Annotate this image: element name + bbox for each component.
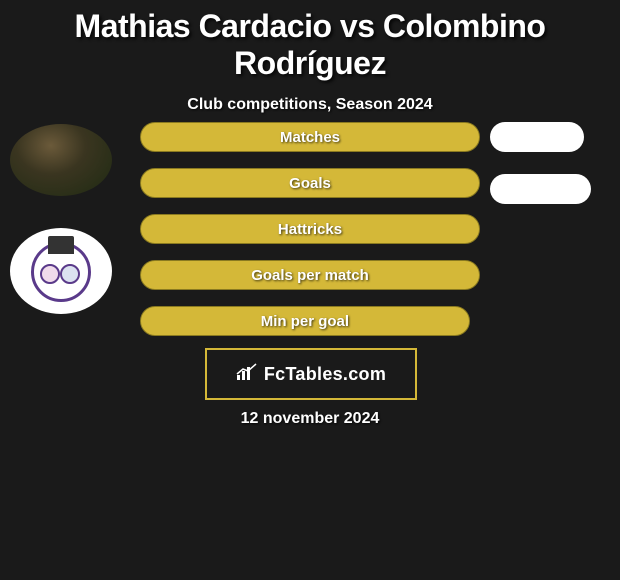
brand-text: FcTables.com xyxy=(264,364,386,385)
stat-bar-label: Goals xyxy=(289,175,331,192)
comparison-pill xyxy=(490,174,591,204)
stat-bar-fill: Hattricks xyxy=(140,214,480,244)
stat-bar-label: Goals per match xyxy=(251,267,369,284)
subtitle: Club competitions, Season 2024 xyxy=(0,96,620,114)
stat-bar: 26Matches xyxy=(140,122,480,152)
brand-chart-icon xyxy=(236,363,258,386)
avatars-col xyxy=(10,124,120,346)
stat-bar: 0Hattricks xyxy=(140,214,480,244)
stat-bar: Goals per match xyxy=(140,260,480,290)
page-title: Mathias Cardacio vs Colombino Rodríguez xyxy=(0,0,620,82)
club-avatar xyxy=(10,228,112,314)
stat-bar-label: Hattricks xyxy=(278,221,342,238)
brand-box: FcTables.com xyxy=(205,348,417,400)
stat-bar-fill: Goals per match xyxy=(140,260,480,290)
stat-bar-fill: Min per goal xyxy=(140,306,470,336)
player-avatar xyxy=(10,124,112,196)
pills-area xyxy=(490,122,610,226)
date-line: 12 november 2024 xyxy=(0,410,620,428)
stat-bar-fill: Goals xyxy=(140,168,480,198)
bars-area: 26Matches 0Goals 0Hattricks Goals per match… xyxy=(140,122,480,352)
stat-bar-label: Matches xyxy=(280,129,340,146)
stat-bar-fill: Matches xyxy=(140,122,480,152)
stat-bar: Min per goal xyxy=(140,306,480,336)
stat-bar-label: Min per goal xyxy=(261,313,349,330)
club-badge-icon xyxy=(26,236,96,306)
stat-bar: 0Goals xyxy=(140,168,480,198)
comparison-pill xyxy=(490,122,584,152)
